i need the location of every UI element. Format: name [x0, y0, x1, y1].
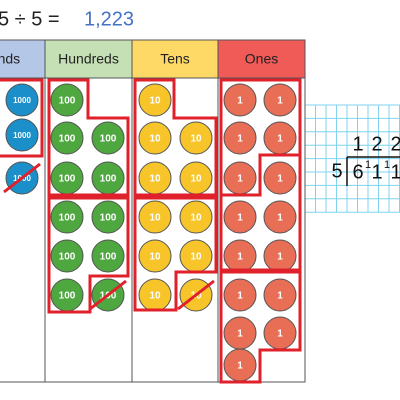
counter-label: 100 [100, 252, 117, 263]
counter-label: 1 [237, 329, 243, 340]
counter-label: 10 [149, 291, 161, 302]
counter-label: 1 [237, 213, 243, 224]
counter-label: 100 [59, 252, 76, 263]
group-outline [133, 78, 218, 197]
counter-label: 1 [277, 174, 283, 185]
group-outline [219, 153, 302, 272]
counter-label: 100 [100, 213, 117, 224]
carry-digit: 1 [365, 159, 371, 171]
counter-label: 1 [277, 329, 283, 340]
divisor: 5 [331, 160, 342, 182]
quotient-digit: 2 [390, 133, 400, 155]
counter [50, 200, 84, 234]
group-outline [47, 78, 130, 197]
counter-label: 100 [100, 134, 117, 145]
counter-label: 1000 [13, 96, 31, 105]
carry-digit: 1 [384, 159, 390, 171]
counter-label: 1 [237, 361, 243, 372]
counter [50, 83, 84, 117]
counter [179, 200, 213, 234]
counter-label: 10 [190, 134, 202, 145]
counter [263, 200, 297, 234]
group-outline [219, 270, 302, 384]
counter-label: 10 [190, 252, 202, 263]
counter-label: 100 [59, 291, 76, 302]
counter-label: 1000 [13, 131, 31, 140]
counter [138, 121, 172, 155]
counter [223, 278, 257, 312]
counter [138, 239, 172, 273]
counter-label: 100 [59, 174, 76, 185]
cross [3, 162, 41, 194]
answer: 1,223 [84, 8, 134, 30]
counter-label: 1 [237, 252, 243, 263]
counter-label: 100 [100, 174, 117, 185]
counter [50, 239, 84, 273]
counter [138, 83, 172, 117]
column-header [217, 39, 306, 79]
counter-label: 100 [59, 213, 76, 224]
counter [50, 121, 84, 155]
counter-label: 1 [277, 291, 283, 302]
counter-label: 1 [277, 252, 283, 263]
counter [5, 118, 39, 152]
counter [138, 200, 172, 234]
counter-label: 1 [237, 96, 243, 107]
header-label: sands [0, 51, 20, 67]
cross [89, 279, 127, 311]
counter-label: 1 [237, 174, 243, 185]
counter-label: 1 [237, 291, 243, 302]
dividend-digit: 1 [371, 161, 382, 183]
counter [179, 121, 213, 155]
counter-label: 1 [277, 134, 283, 145]
counter [263, 161, 297, 195]
counter [91, 239, 125, 273]
column-header [131, 39, 219, 79]
counter-label: 10 [149, 134, 161, 145]
counter-label: 10 [149, 174, 161, 185]
group-outline [47, 196, 130, 314]
header-label: Ones [245, 51, 278, 67]
counter [223, 200, 257, 234]
counter [223, 121, 257, 155]
quotient-digit: 2 [371, 133, 382, 155]
equation: 5 ÷ 5 = [0, 8, 60, 30]
counter-label: 1 [277, 213, 283, 224]
counter-label: 1 [237, 134, 243, 145]
group-outline [0, 78, 44, 158]
header-label: Hundreds [58, 51, 119, 67]
dividend-digit: 1 [390, 161, 400, 183]
header-label: Tens [160, 51, 190, 67]
counter [91, 121, 125, 155]
counter [223, 83, 257, 117]
counter-label: 1 [277, 96, 283, 107]
dividend-digit: 6 [352, 161, 363, 183]
counter [263, 83, 297, 117]
group-outline [133, 196, 218, 312]
counter [263, 278, 297, 312]
counter [91, 200, 125, 234]
cross [177, 279, 215, 311]
counter [5, 83, 39, 117]
quotient-digit: 1 [352, 133, 363, 155]
counter-label: 100 [59, 134, 76, 145]
counter-label: 10 [190, 213, 202, 224]
counter-label: 10 [190, 174, 202, 185]
counter-label: 10 [149, 252, 161, 263]
counter-label: 100 [59, 96, 76, 107]
counter-label: 10 [149, 96, 161, 107]
counter-label: 10 [149, 213, 161, 224]
